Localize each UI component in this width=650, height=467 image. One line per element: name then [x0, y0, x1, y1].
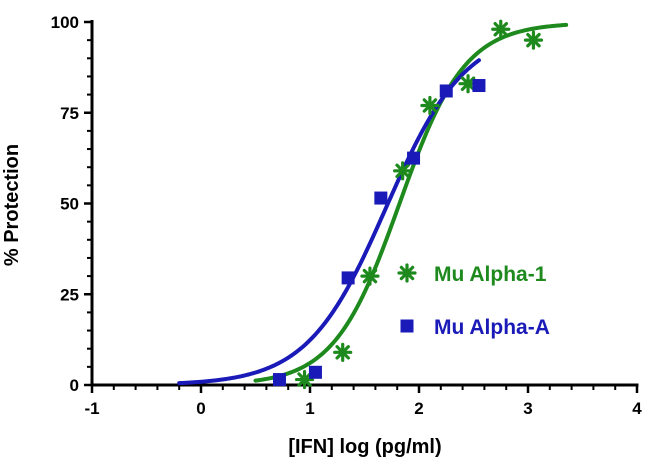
fit-curves	[177, 22, 569, 386]
fit-curve	[177, 58, 481, 386]
x-tick-label: 0	[196, 399, 205, 418]
data-point	[294, 369, 315, 390]
y-axis-title: % Protection	[1, 144, 23, 266]
data-point	[272, 373, 286, 387]
y-tick-label: 25	[60, 285, 79, 304]
data-point	[523, 30, 544, 50]
legend-label: Mu Alpha-A	[434, 316, 550, 339]
legend-marker	[397, 263, 417, 283]
data-point	[420, 95, 440, 116]
x-axis-title: [IFN] log (pg/ml)	[288, 436, 441, 458]
y-tick-label: 100	[51, 13, 79, 32]
legend-marker	[400, 319, 414, 333]
legend: Mu Alpha-1 Mu Alpha-A	[397, 263, 550, 339]
x-tick-label: -1	[84, 399, 99, 418]
x-tick-label: 4	[632, 399, 642, 418]
data-point	[333, 342, 353, 362]
x-tick-label: 3	[523, 399, 532, 418]
data-point	[341, 271, 355, 285]
y-tick-label: 50	[60, 195, 79, 214]
data-point	[308, 365, 322, 379]
data-point	[439, 84, 453, 98]
legend-label: Mu Alpha-1	[434, 263, 547, 286]
data-point	[472, 79, 486, 93]
data-point	[360, 266, 380, 286]
y-tick-label: 75	[60, 104, 79, 123]
data-points	[272, 19, 544, 390]
x-tick-label: 1	[305, 399, 314, 418]
fit-curve	[253, 22, 569, 383]
data-point	[393, 161, 413, 181]
data-point	[491, 19, 511, 39]
data-point	[374, 191, 388, 205]
x-tick-label: 2	[414, 399, 423, 418]
y-tick-label: 0	[70, 376, 79, 395]
data-point	[407, 151, 421, 165]
